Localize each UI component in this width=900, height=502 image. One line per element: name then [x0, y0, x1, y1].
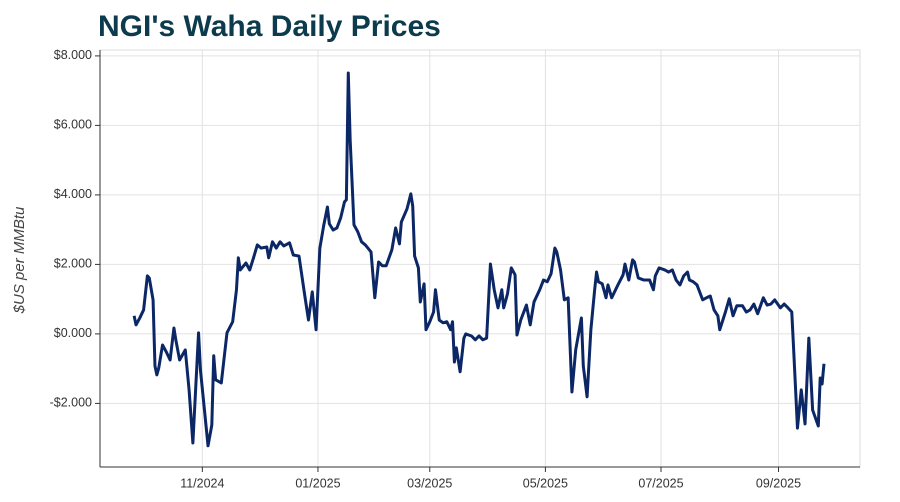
y-tick-label: $8.000: [54, 48, 92, 62]
chart-title: NGI's Waha Daily Prices: [98, 10, 441, 43]
x-tick-label: 03/2025: [407, 476, 452, 490]
y-tick-label: $6.000: [54, 118, 92, 132]
x-tick-label: 09/2025: [756, 476, 801, 490]
y-tick-label: $2.000: [54, 257, 92, 271]
x-tick-label: 05/2025: [523, 476, 568, 490]
y-tick-label: -$2.000: [50, 396, 92, 410]
y-axis-label: $US per MMBtu: [11, 206, 28, 314]
x-tick-label: 11/2024: [180, 476, 224, 490]
x-tick-label: 07/2025: [638, 476, 683, 490]
plot-frame: [99, 49, 861, 468]
price-line: [132, 71, 826, 448]
y-tick-label: $0.000: [54, 326, 92, 340]
x-tick-label: 01/2025: [295, 476, 340, 490]
y-tick-label: $4.000: [54, 187, 92, 201]
